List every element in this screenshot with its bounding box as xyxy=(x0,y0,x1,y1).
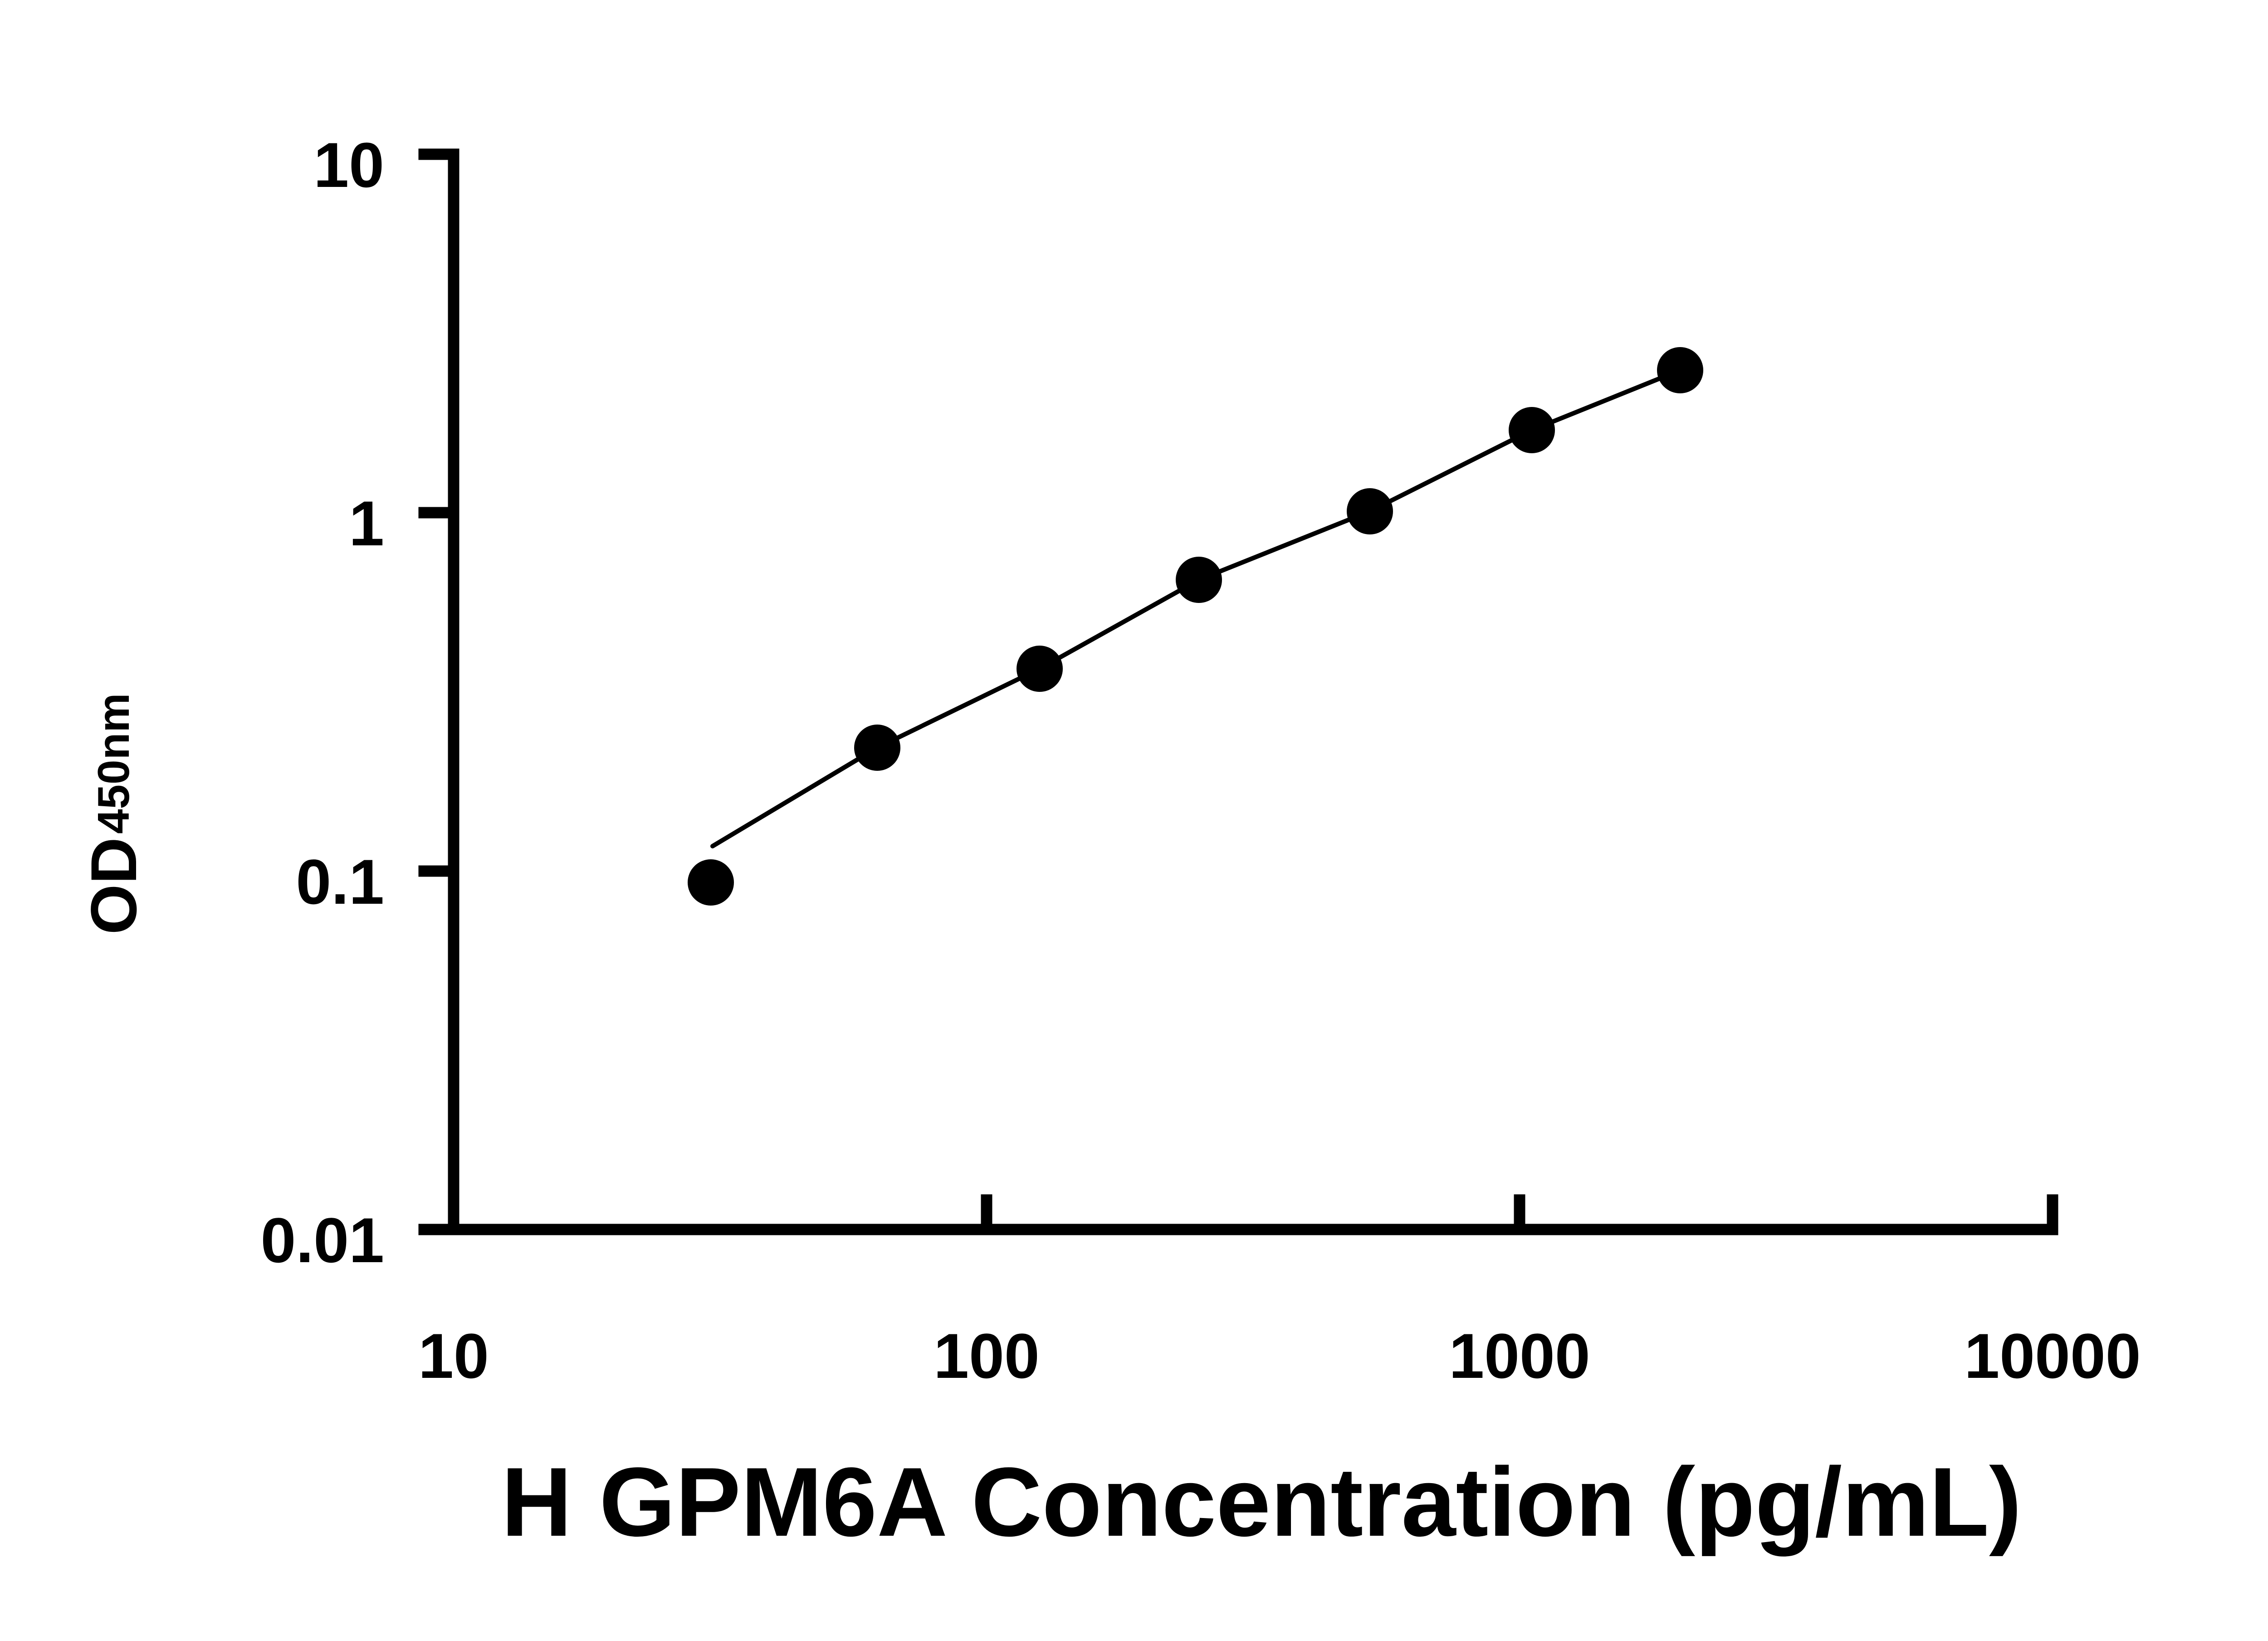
svg-text:10000: 10000 xyxy=(1964,1320,2141,1391)
svg-text:450nm: 450nm xyxy=(88,693,138,834)
svg-text:100: 100 xyxy=(934,1320,1040,1391)
svg-text:10: 10 xyxy=(418,1320,489,1391)
svg-text:0.01: 0.01 xyxy=(261,1205,384,1276)
svg-text:0.1: 0.1 xyxy=(296,846,384,917)
svg-text:10: 10 xyxy=(313,129,384,201)
svg-text:OD: OD xyxy=(78,838,150,935)
svg-text:1000: 1000 xyxy=(1449,1320,1590,1391)
svg-text:1: 1 xyxy=(349,488,384,559)
svg-text:H GPM6A Concentration (pg/mL): H GPM6A Concentration (pg/mL) xyxy=(501,1447,2022,1557)
